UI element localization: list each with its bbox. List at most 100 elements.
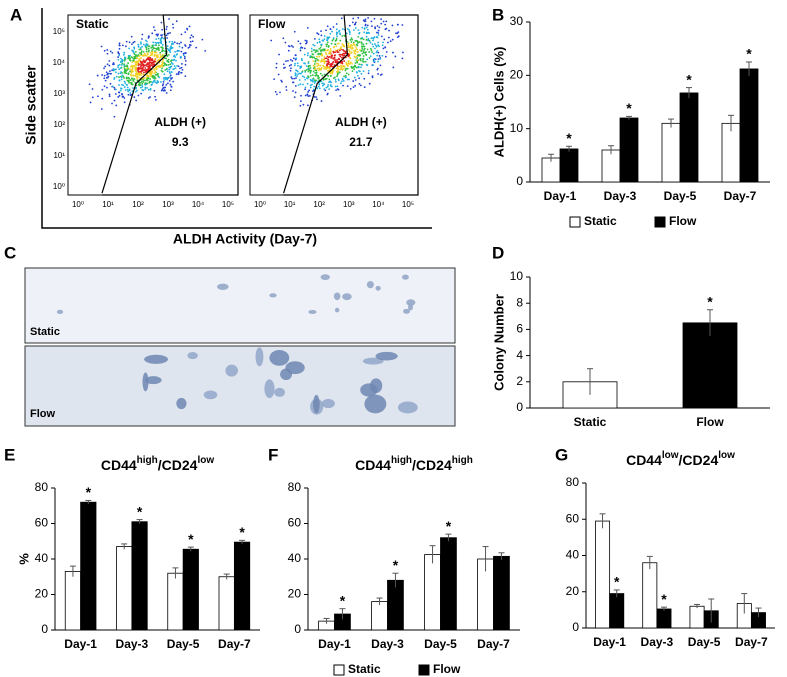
event-dot: [335, 23, 338, 25]
event-dot: [315, 96, 318, 99]
event-dot: [356, 57, 359, 59]
event-dot: [176, 53, 179, 55]
event-dot: [339, 82, 342, 85]
event-dot: [138, 55, 141, 58]
event-dot: [334, 51, 337, 54]
y-tick-label: 10: [510, 121, 524, 135]
y-tick-label: 40: [35, 551, 49, 565]
event-dot: [103, 74, 106, 77]
event-dot: [182, 54, 185, 57]
event-dot: [127, 90, 130, 93]
event-dot: [323, 35, 326, 37]
event-dot: [340, 80, 343, 83]
event-dot: [365, 26, 368, 29]
event-dot: [287, 45, 290, 47]
event-dot: [140, 52, 143, 55]
event-dot: [127, 79, 130, 82]
event-dot: [294, 58, 297, 61]
event-dot: [328, 80, 331, 83]
event-dot: [371, 43, 374, 46]
event-dot: [148, 66, 151, 69]
event-dot: [154, 58, 156, 61]
event-dot: [134, 68, 137, 71]
event-dot: [325, 43, 328, 46]
event-dot: [145, 43, 148, 46]
event-dot: [123, 51, 126, 54]
event-dot: [108, 60, 111, 62]
event-dot: [357, 65, 360, 68]
event-dot: [342, 65, 345, 68]
colony: [225, 364, 238, 377]
event-dot: [134, 55, 137, 58]
event-dot: [296, 69, 298, 72]
event-dot: [170, 47, 173, 50]
event-dot: [377, 58, 380, 60]
event-dot: [118, 68, 121, 71]
event-dot: [323, 65, 325, 68]
event-dot: [382, 41, 384, 44]
event-dot: [126, 69, 129, 71]
event-dot: [381, 44, 384, 47]
event-dot: [307, 67, 310, 70]
significance-marker: *: [86, 484, 92, 500]
event-dot: [370, 20, 373, 23]
bar: [679, 92, 699, 183]
event-dot: [344, 69, 347, 72]
event-dot: [293, 77, 296, 80]
event-dot: [176, 42, 179, 45]
event-dot: [349, 61, 352, 64]
event-dot: [113, 115, 116, 118]
event-dot: [312, 43, 315, 46]
event-dot: [155, 33, 158, 36]
event-dot: [372, 64, 375, 66]
event-dot: [366, 32, 369, 35]
event-dot: [169, 48, 172, 50]
event-dot: [106, 86, 108, 89]
y-tick-label: 20: [35, 587, 49, 601]
event-dot: [154, 98, 157, 101]
y-tick-label: 30: [510, 14, 524, 28]
event-dot: [121, 60, 124, 63]
event-dot: [330, 64, 333, 66]
event-dot: [348, 49, 350, 52]
event-dot: [310, 50, 313, 53]
event-dot: [155, 38, 158, 41]
event-dot: [134, 66, 137, 69]
event-dot: [301, 46, 304, 49]
event-dot: [359, 57, 362, 60]
event-dot: [354, 52, 357, 55]
bar: [721, 122, 741, 183]
event-dot: [331, 30, 333, 33]
event-dot: [136, 63, 139, 66]
event-dot: [307, 91, 310, 93]
event-dot: [364, 24, 367, 27]
event-dot: [319, 64, 322, 67]
event-dot: [133, 57, 135, 60]
event-dot: [143, 71, 145, 74]
event-dot: [133, 52, 136, 55]
bar: [440, 537, 457, 631]
colony: [362, 357, 384, 365]
event-dot: [275, 66, 278, 69]
x-tick-label: Static: [574, 415, 607, 429]
event-dot: [358, 32, 361, 35]
event-dot: [341, 35, 344, 37]
event-dot: [371, 75, 374, 78]
event-dot: [149, 64, 151, 67]
event-dot: [337, 69, 340, 72]
event-dot: [166, 47, 169, 50]
event-dot: [290, 63, 293, 66]
event-dot: [162, 83, 165, 85]
event-dot: [145, 48, 148, 51]
event-dot: [180, 33, 183, 36]
event-dot: [141, 84, 143, 87]
event-dot: [183, 57, 186, 60]
event-dot: [305, 77, 308, 79]
event-dot: [120, 57, 122, 60]
event-dot: [103, 85, 106, 88]
bar: [167, 572, 184, 631]
colony: [334, 307, 340, 313]
event-dot: [165, 34, 168, 37]
event-dot: [130, 56, 133, 58]
event-dot: [112, 63, 114, 66]
